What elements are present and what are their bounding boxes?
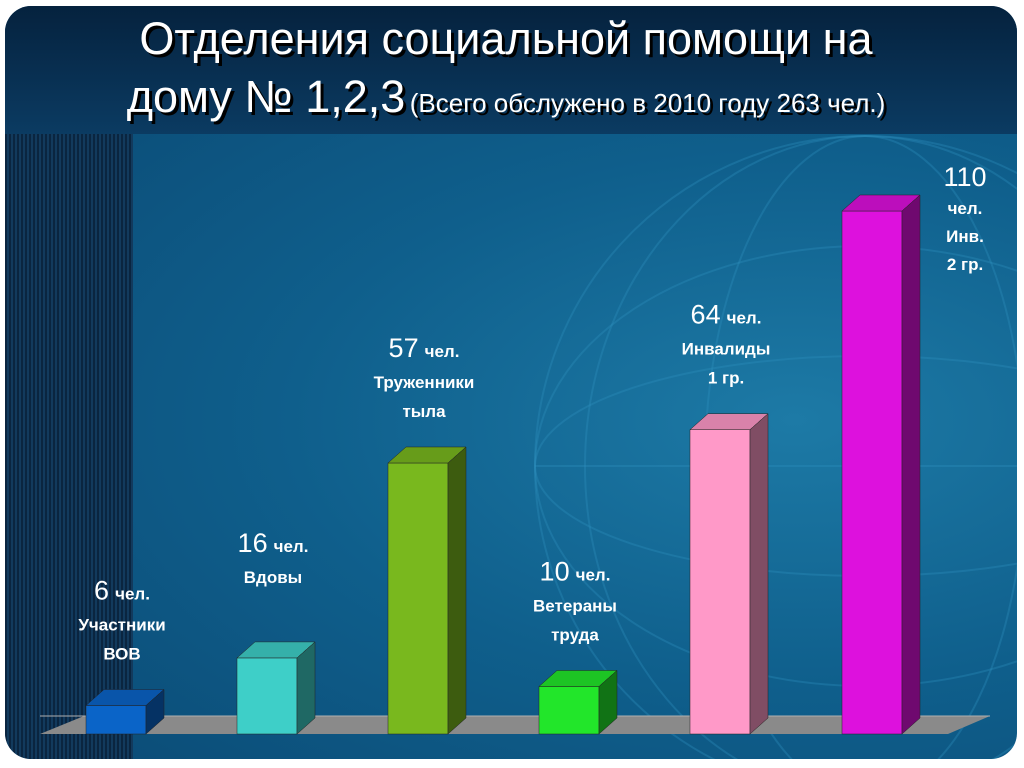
data-label-unit: чел.	[115, 584, 150, 603]
data-label-text: чел.	[948, 199, 983, 218]
data-label-value: 57	[389, 333, 419, 363]
data-label-text: труда	[551, 625, 599, 644]
bar-side	[296, 641, 316, 735]
data-label-value: 6	[94, 575, 109, 605]
bar-front	[387, 462, 449, 735]
data-label-text: 1 гр.	[708, 369, 744, 388]
title-line-2: дому № 1,2,3	[126, 71, 406, 122]
data-label-unit: чел.	[274, 537, 309, 556]
bar-1	[85, 688, 165, 735]
bar-front	[538, 686, 600, 735]
data-label-head: 10 чел.	[540, 556, 611, 586]
data-label-text: Ветераны	[533, 596, 617, 615]
data-label-value: 16	[238, 528, 268, 558]
title-line-1: Отделения социальной помощи на	[139, 13, 873, 64]
data-label-head: 16 чел.	[238, 528, 309, 558]
data-label-text: ВОВ	[103, 644, 140, 663]
data-label-text: Инв.	[946, 227, 984, 246]
data-label-text: тыла	[402, 402, 446, 421]
data-label-unit: чел.	[576, 565, 611, 584]
data-label-value: 110	[943, 162, 986, 192]
data-label-unit: чел.	[727, 309, 762, 328]
bar-front	[85, 705, 147, 735]
bar-label-6: 110 чел. Инв. 2 гр.	[943, 162, 986, 274]
bar-side	[447, 446, 467, 735]
data-label-head: 6 чел.	[94, 575, 150, 605]
bar-3	[387, 446, 467, 735]
bar-side	[598, 669, 618, 735]
bar-front	[841, 210, 903, 735]
bar-5	[689, 413, 769, 735]
data-label-text: Инвалиды	[682, 340, 771, 359]
data-label-head: 57 чел.	[389, 333, 460, 363]
data-label-text: Труженники	[374, 373, 475, 392]
page-title: Отделения социальной помощи на дому № 1,…	[0, 10, 1012, 137]
data-label-text: 2 гр.	[947, 255, 983, 274]
data-label-value: 10	[540, 556, 570, 586]
data-label-unit: чел.	[425, 342, 460, 361]
bar-4	[538, 669, 618, 735]
data-label-value: 64	[691, 300, 721, 330]
data-label-text: Участники	[78, 615, 165, 634]
header-band	[5, 6, 1017, 134]
bar-6	[841, 194, 921, 735]
bar-side	[145, 688, 165, 735]
bar-label-2: 16 чел. Вдовы	[238, 528, 309, 587]
decorative-stripes	[5, 134, 133, 759]
data-label-text: Вдовы	[244, 568, 302, 587]
bar-label-1: 6 чел. Участники ВОВ	[78, 575, 165, 663]
bar-label-5: 64 чел. Инвалиды 1 гр.	[682, 300, 771, 388]
title-subtitle: (Всего обслужено в 2010 году 263 чел.)	[409, 88, 886, 118]
data-label-head: 64 чел.	[691, 300, 762, 330]
bar-front	[236, 657, 298, 735]
bar-side	[749, 413, 769, 735]
bar-label-3: 57 чел. Труженники тыла	[374, 333, 475, 421]
bar-front	[689, 429, 751, 735]
bar-2	[236, 641, 316, 735]
bar-label-4: 10 чел. Ветераны труда	[533, 556, 617, 644]
bar-side	[901, 194, 921, 735]
